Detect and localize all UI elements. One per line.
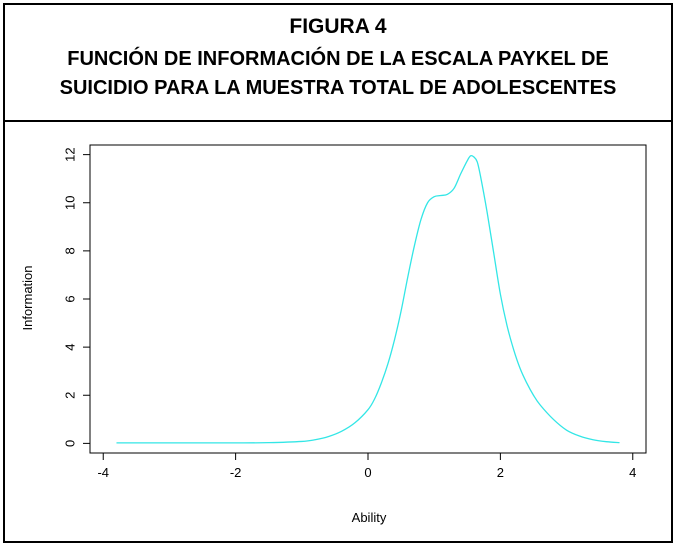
- x-tick-label: 2: [497, 465, 504, 480]
- y-axis: 0 2 4 6 8 10 12: [63, 147, 91, 447]
- x-tick-label: -4: [97, 465, 109, 480]
- plot-box: [89, 144, 647, 454]
- y-axis-label: Information: [20, 265, 35, 330]
- y-tick-label: 2: [63, 392, 78, 399]
- figure-title-line-1: FUNCIÓN DE INFORMACIÓN DE LA ESCALA PAYK…: [67, 48, 609, 70]
- y-tick-label: 0: [63, 440, 78, 447]
- figure-header: FIGURA 4 FUNCIÓN DE INFORMACIÓN DE LA ES…: [5, 5, 671, 122]
- x-axis-label: Ability: [352, 510, 387, 525]
- series-line: [116, 154, 620, 444]
- x-tick-label: 0: [364, 465, 371, 480]
- y-tick-label: 8: [63, 247, 78, 254]
- y-tick-label: 10: [63, 196, 78, 210]
- figure-title: FUNCIÓN DE INFORMACIÓN DE LA ESCALA PAYK…: [5, 45, 671, 103]
- y-tick-label: 4: [63, 344, 78, 351]
- x-axis: -4 -2 0 2 4: [97, 452, 636, 480]
- y-tick-label: 12: [63, 147, 78, 161]
- figure-label: FIGURA 4: [289, 15, 387, 38]
- figure-title-line-2: SUICIDIO PARA LA MUESTRA TOTAL DE ADOLES…: [59, 77, 617, 99]
- x-tick-label: -2: [230, 465, 242, 480]
- x-tick-label: 4: [629, 465, 636, 480]
- figure-frame: FIGURA 4 FUNCIÓN DE INFORMACIÓN DE LA ES…: [3, 3, 673, 543]
- y-tick-label: 6: [63, 295, 78, 302]
